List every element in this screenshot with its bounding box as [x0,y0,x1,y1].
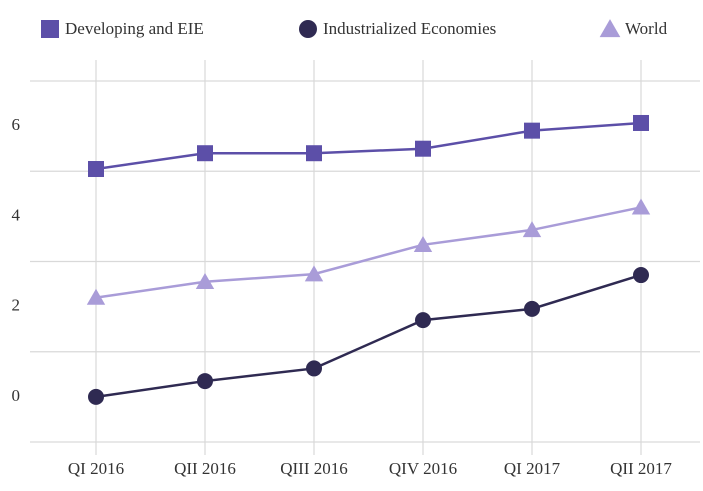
marker [633,114,649,131]
marker [306,145,322,162]
legend-label: Industrialized Economies [323,19,496,38]
marker [522,221,542,238]
marker [415,312,431,329]
marker [415,140,431,157]
y-tick-label: 2 [12,296,21,315]
marker [88,161,104,178]
x-tick-label: QIII 2016 [280,459,348,478]
marker [304,265,324,282]
series-line [95,206,642,299]
series-line [95,121,642,171]
x-tick-label: QII 2017 [610,459,672,478]
y-tick-label: 0 [12,386,21,405]
marker [197,145,213,162]
x-tick-label: QIV 2016 [389,459,457,478]
x-tick-label: QI 2017 [504,459,561,478]
marker [195,273,215,290]
series-line [95,273,642,399]
legend-marker [41,20,59,38]
y-tick-label: 6 [12,115,21,134]
marker [306,360,322,377]
marker [631,198,651,215]
marker [633,267,649,284]
marker [524,300,540,317]
marker [88,388,104,405]
legend-label: Developing and EIE [65,19,204,38]
legend-marker [299,20,317,38]
marker [524,122,540,139]
marker [86,288,106,305]
marker [413,236,433,253]
y-tick-label: 4 [12,205,21,224]
legend-marker [599,19,621,38]
legend-label: World [625,19,668,38]
marker [197,373,213,390]
x-tick-label: QII 2016 [174,459,236,478]
x-tick-label: QI 2016 [68,459,124,478]
